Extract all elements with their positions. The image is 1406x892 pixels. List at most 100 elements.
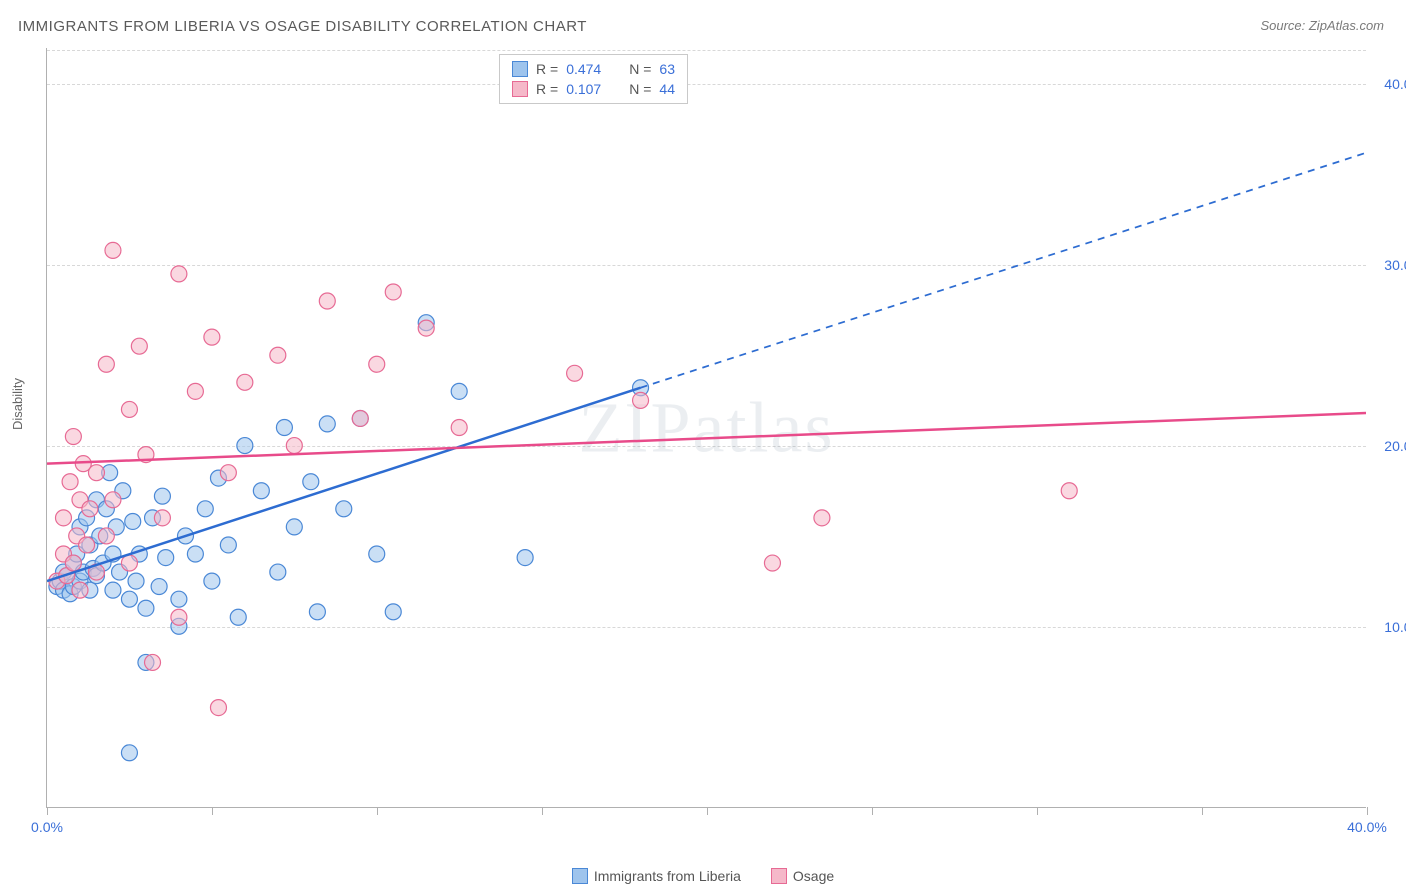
scatter-point [270, 347, 286, 363]
legend-correlation-row: R = 0.107 N = 44 [508, 79, 679, 99]
scatter-point [171, 591, 187, 607]
scatter-point [138, 600, 154, 616]
legend-series-item: Immigrants from Liberia [572, 868, 741, 884]
legend-swatch [512, 81, 528, 97]
scatter-point [633, 392, 649, 408]
legend-swatch [512, 61, 528, 77]
y-tick-label: 10.0% [1384, 619, 1406, 635]
scatter-point [369, 546, 385, 562]
scatter-point [121, 745, 137, 761]
scatter-point [65, 429, 81, 445]
legend-swatch [771, 868, 787, 884]
scatter-point [187, 546, 203, 562]
scatter-point [385, 604, 401, 620]
legend-swatch [572, 868, 588, 884]
scatter-point [764, 555, 780, 571]
n-value: 44 [659, 81, 675, 97]
scatter-point [237, 374, 253, 390]
scatter-point [98, 356, 114, 372]
scatter-point [171, 609, 187, 625]
chart-title: IMMIGRANTS FROM LIBERIA VS OSAGE DISABIL… [18, 18, 587, 35]
scatter-point [204, 329, 220, 345]
x-tick [1037, 807, 1038, 815]
x-tick [377, 807, 378, 815]
legend-series-label: Immigrants from Liberia [594, 868, 741, 884]
r-label: R = [536, 61, 558, 77]
scatter-point [451, 420, 467, 436]
scatter-point [154, 488, 170, 504]
scatter-point [82, 501, 98, 517]
scatter-point [385, 284, 401, 300]
scatter-point [105, 242, 121, 258]
scatter-point [154, 510, 170, 526]
scatter-point [814, 510, 830, 526]
scatter-point [237, 438, 253, 454]
x-tick [542, 807, 543, 815]
scatter-point [158, 550, 174, 566]
scatter-point [72, 582, 88, 598]
legend-series: Immigrants from Liberia Osage [0, 868, 1406, 884]
scatter-point [121, 591, 137, 607]
y-tick-label: 40.0% [1384, 76, 1406, 92]
n-label: N = [629, 81, 651, 97]
trend-line-extrapolated [641, 153, 1366, 388]
scatter-point [187, 383, 203, 399]
scatter-point [121, 555, 137, 571]
scatter-point [517, 550, 533, 566]
x-tick-label: 40.0% [1347, 819, 1387, 835]
scatter-point [105, 582, 121, 598]
n-label: N = [629, 61, 651, 77]
scatter-point [253, 483, 269, 499]
scatter-point [309, 604, 325, 620]
n-value: 63 [659, 61, 675, 77]
scatter-point [65, 555, 81, 571]
scatter-point [79, 537, 95, 553]
scatter-point [151, 579, 167, 595]
scatter-point [286, 519, 302, 535]
scatter-point [369, 356, 385, 372]
legend-series-item: Osage [771, 868, 834, 884]
scatter-point [131, 338, 147, 354]
source-label: Source: ZipAtlas.com [1260, 18, 1384, 33]
scatter-point [1061, 483, 1077, 499]
scatter-point [230, 609, 246, 625]
scatter-point [125, 513, 141, 529]
scatter-point [303, 474, 319, 490]
scatter-point [286, 438, 302, 454]
scatter-point [451, 383, 467, 399]
y-tick-label: 30.0% [1384, 257, 1406, 273]
x-tick [212, 807, 213, 815]
r-value: 0.474 [566, 61, 601, 77]
x-tick-label: 0.0% [31, 819, 63, 835]
scatter-point [128, 573, 144, 589]
scatter-point [210, 700, 226, 716]
scatter-point [418, 320, 434, 336]
scatter-point [319, 416, 335, 432]
x-tick [47, 807, 48, 815]
scatter-point [220, 537, 236, 553]
r-value: 0.107 [566, 81, 601, 97]
x-tick [1202, 807, 1203, 815]
scatter-point [276, 420, 292, 436]
scatter-point [204, 573, 220, 589]
scatter-point [145, 654, 161, 670]
scatter-point [197, 501, 213, 517]
scatter-point [105, 492, 121, 508]
scatter-point [567, 365, 583, 381]
scatter-point [319, 293, 335, 309]
r-label: R = [536, 81, 558, 97]
legend-series-label: Osage [793, 868, 834, 884]
x-tick [707, 807, 708, 815]
trend-line [47, 388, 641, 581]
scatter-point [336, 501, 352, 517]
scatter-point [98, 528, 114, 544]
scatter-point [62, 474, 78, 490]
scatter-point [171, 266, 187, 282]
scatter-point [121, 401, 137, 417]
x-tick [872, 807, 873, 815]
x-tick [1367, 807, 1368, 815]
scatter-point [88, 465, 104, 481]
plot-area: ZIPatlas R =0.474N =63R =0.107N =44 10.0… [46, 48, 1366, 808]
scatter-point [270, 564, 286, 580]
scatter-point [220, 465, 236, 481]
